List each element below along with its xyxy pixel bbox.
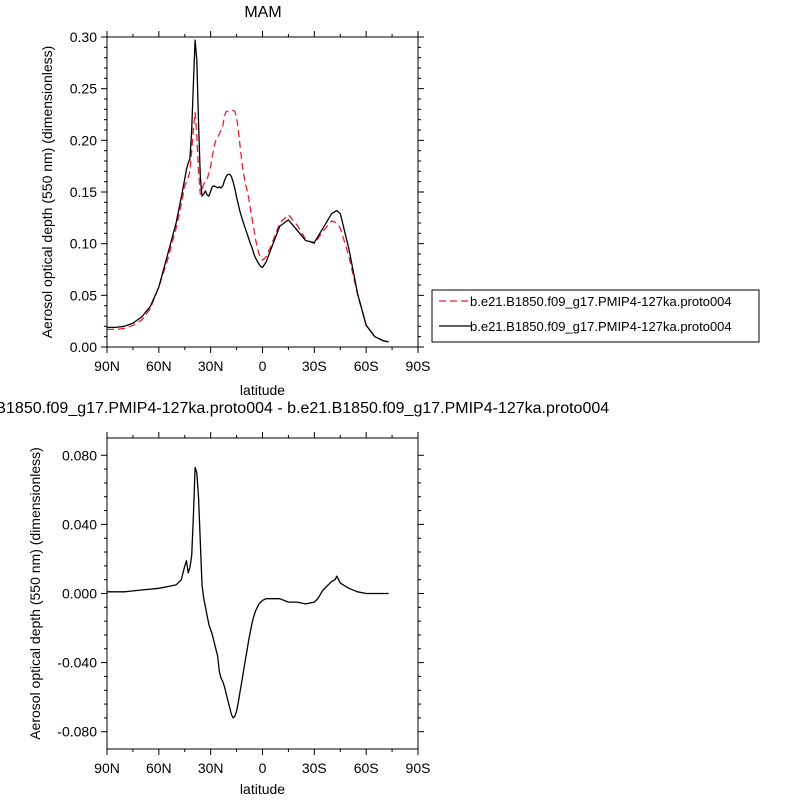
legend-entry: b.e21.B1850.f09_g17.PMIP4-127ka.proto004 (470, 319, 732, 334)
y-tick-label: 0.05 (70, 287, 97, 303)
x-tick-label: 30N (198, 358, 224, 374)
plot-lines (107, 466, 389, 719)
y-tick-label: 0.000 (62, 586, 97, 602)
y-tick-label: 0.25 (70, 81, 97, 97)
x-tick-label: 30S (302, 760, 327, 776)
legend: b.e21.B1850.f09_g17.PMIP4-127ka.proto004… (431, 289, 760, 343)
x-tick-label: 60N (146, 760, 172, 776)
x-tick-label: 0 (259, 358, 267, 374)
y-axis-label: Aerosol optical depth (550 nm) (dimensio… (39, 46, 55, 339)
x-tick-label: 90S (406, 358, 431, 374)
y-tick-label: 0.040 (62, 516, 97, 532)
y-tick-labels: 0.00 0.05 0.10 0.15 0.20 0.25 0.30 (70, 29, 97, 355)
y-tick-label: -0.080 (57, 724, 97, 740)
y-tick-label: 0.30 (70, 29, 97, 45)
chart-title: MAM (244, 4, 281, 21)
x-tick-labels: 90N 60N 30N 0 30S 60S 90S (94, 358, 430, 374)
y-tick-labels: -0.080 -0.040 0.000 0.040 0.080 (57, 447, 97, 739)
chart-title: b.e21.B1850.f09_g17.PMIP4-127ka.proto004… (0, 400, 609, 417)
y-tick-label: 0.00 (70, 339, 97, 355)
y-tick-label: 0.20 (70, 132, 97, 148)
x-axis-label: latitude (240, 781, 285, 797)
x-tick-label: 30S (302, 358, 327, 374)
y-axis-label: Aerosol optical depth (550 nm) (dimensio… (27, 447, 43, 740)
chart-panel-bottom: b.e21.B1850.f09_g17.PMIP4-127ka.proto004… (0, 400, 609, 797)
x-tick-label: 30N (198, 760, 224, 776)
x-tick-label: 90N (94, 358, 120, 374)
x-tick-label: 90N (94, 760, 120, 776)
series-line-1 (107, 39, 389, 343)
x-tick-label: 60S (354, 760, 379, 776)
chart-panel-top: MAM 90N 60N 30N 0 30S 60S 90S 0.00 0.05 0.10 0.15… (39, 4, 430, 398)
series-line-0 (107, 109, 389, 343)
x-tick-labels: 90N 60N 30N 0 30S 60S 90S (94, 760, 430, 776)
plot-lines (107, 39, 389, 343)
y-tick-label: -0.040 (57, 655, 97, 671)
y-tick-label: 0.15 (70, 184, 97, 200)
y-tick-label: 0.080 (62, 447, 97, 463)
x-axis-label: latitude (240, 382, 285, 398)
legend-box (431, 289, 760, 343)
x-tick-label: 90S (406, 760, 431, 776)
axis-ticks (101, 31, 424, 353)
x-tick-label: 60N (146, 358, 172, 374)
x-tick-label: 0 (259, 760, 267, 776)
axis-ticks (101, 432, 424, 755)
y-tick-label: 0.10 (70, 236, 97, 252)
legend-entry: b.e21.B1850.f09_g17.PMIP4-127ka.proto004 (470, 294, 732, 309)
x-tick-label: 60S (354, 358, 379, 374)
series-line-0 (107, 466, 389, 719)
